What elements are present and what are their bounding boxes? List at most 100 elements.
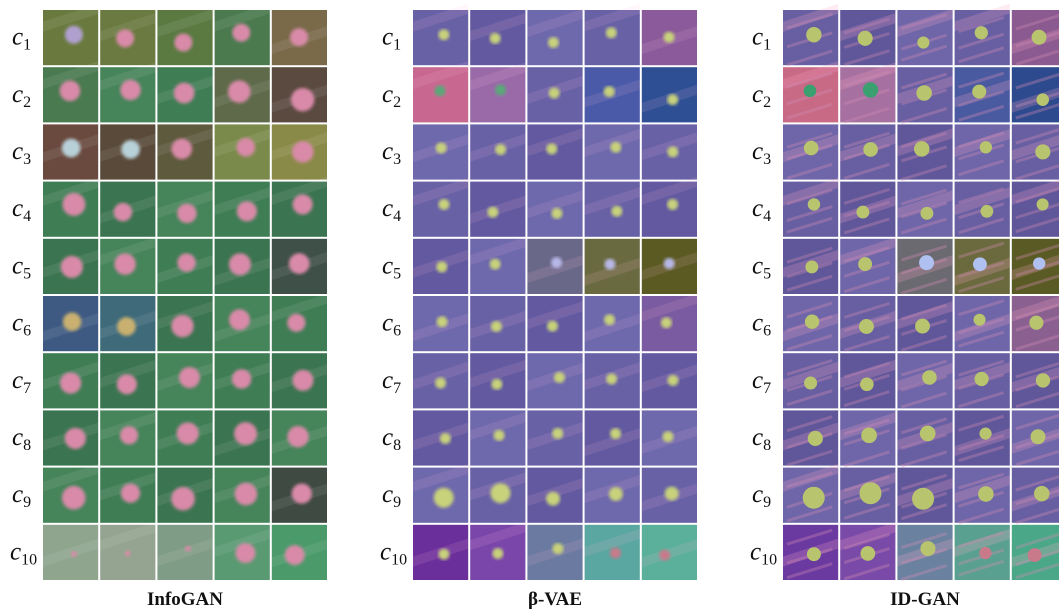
row-label-subscript: 10 [391,551,407,568]
sample-image [157,296,212,351]
sample-image [585,296,640,351]
sample-image [215,4,270,66]
sample-image [215,239,270,294]
row-label-subscript: 7 [763,380,771,397]
row-label-subscript: 9 [393,494,401,511]
row-label-symbol: c [382,481,393,508]
sample-image [783,239,838,294]
row-label-symbol: c [12,424,23,451]
sample-image [470,237,525,294]
sample-image [840,62,895,122]
row-label-symbol: c [12,481,23,508]
row-label: c9 [752,481,771,511]
sample-image [840,10,895,65]
sample-image [413,178,468,237]
sample-image [527,9,582,65]
row-label: c2 [752,81,771,111]
sample-image [840,353,895,408]
row-label: c3 [752,138,771,168]
sample-image [642,294,697,352]
sample-image [783,178,838,237]
row-label: c4 [12,195,31,225]
sample-image [215,410,270,465]
sample-image [955,353,1010,408]
row-label-symbol: c [10,538,21,565]
sample-image [955,468,1010,523]
sample-image [897,67,952,122]
sample-image [157,9,212,65]
row-label-subscript: 8 [763,437,771,454]
sample-image [897,525,952,580]
row-label-symbol: c [752,310,763,337]
row-label-subscript: 5 [763,265,771,282]
sample-image [642,124,697,179]
sample-image [897,9,952,65]
sample-image [470,182,525,237]
row-label: c2 [12,81,31,111]
row-label-subscript: 8 [393,437,401,454]
sample-image [527,182,582,237]
sample-image [43,525,98,580]
sample-image [215,468,270,523]
sample-image [100,182,155,237]
sample-image [585,468,640,523]
row-label: c1 [382,24,401,54]
sample-image [413,353,468,408]
row-label-subscript: 2 [23,94,31,111]
sample-image [157,468,212,523]
sample-image [783,296,838,351]
sample-image [100,124,155,179]
row-label-symbol: c [752,195,763,222]
row-label: c3 [12,138,31,168]
row-label-subscript: 1 [23,37,31,54]
sample-image [897,353,952,408]
row-label: c7 [752,367,771,397]
sample-image [585,525,640,580]
sample-image [272,67,327,122]
sample-image [840,410,895,466]
row-label-subscript: 10 [21,551,37,568]
sample-image [272,410,327,465]
sample-image [215,353,270,408]
sample-image [642,525,697,580]
row-label-symbol: c [382,310,393,337]
sample-image [840,237,895,294]
row-label-symbol: c [12,81,23,108]
sample-image [215,182,270,237]
row-label: c8 [12,424,31,454]
row-label-subscript: 2 [393,94,401,111]
panel-caption: InfoGAN [147,589,223,610]
row-label-subscript: 5 [23,265,31,282]
sample-image [413,296,468,351]
sample-image [43,4,98,65]
sample-image [955,182,1010,237]
sample-image [157,525,212,580]
row-label: c2 [382,81,401,111]
row-label: c10 [10,538,37,568]
sample-image [1012,124,1059,179]
row-label: c9 [382,481,401,511]
sample-image [783,464,838,523]
row-label-subscript: 4 [763,208,771,225]
sample-image [272,525,327,580]
sample-image [272,239,327,294]
sample-image [1012,239,1059,294]
sample-image [585,239,640,294]
row-label-symbol: c [382,138,393,165]
sample-image [527,353,582,408]
row-label: c4 [382,195,401,225]
sample-image [840,124,895,179]
panel-caption: β-VAE [528,589,582,610]
sample-image [157,67,212,122]
sample-image [955,525,1010,580]
row-label-subscript: 9 [23,494,31,511]
sample-image [955,296,1010,351]
row-label-subscript: 2 [763,94,771,111]
row-label: c6 [382,310,401,340]
sample-image [840,522,895,580]
row-label-symbol: c [382,195,393,222]
row-label: c8 [382,424,401,454]
sample-image [43,239,98,294]
